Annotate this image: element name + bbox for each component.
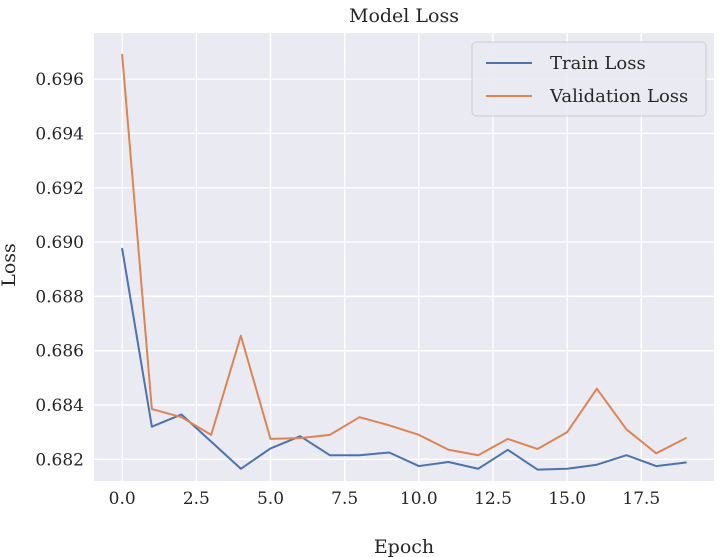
legend-label-validation-loss: Validation Loss (549, 86, 688, 107)
y-tick-label: 0.690 (35, 233, 84, 253)
y-tick-label: 0.686 (35, 342, 84, 362)
y-tick-label: 0.684 (35, 396, 84, 416)
x-tick-label: 5.0 (257, 489, 284, 509)
x-tick-label: 0.0 (109, 489, 136, 509)
y-tick-label: 0.692 (35, 179, 84, 199)
y-tick-label: 0.696 (35, 70, 84, 90)
x-tick-label: 12.5 (474, 489, 512, 509)
series-line-validation-loss (121, 53, 687, 457)
x-tick-label: 2.5 (183, 489, 210, 509)
legend: Train Loss Validation Loss (471, 41, 707, 117)
tick-labels: 0.0 2.5 5.0 7.5 10.0 12.5 15.0 17.5 0.682 0.684 0.… (35, 70, 660, 509)
x-tick-label: 17.5 (622, 489, 660, 509)
y-tick-label: 0.688 (35, 287, 84, 307)
x-tick-label: 15.0 (548, 489, 586, 509)
legend-label-train-loss: Train Loss (550, 53, 646, 74)
series-lines (121, 53, 687, 471)
x-tick-label: 7.5 (331, 489, 358, 509)
x-axis-label: Epoch (374, 536, 434, 557)
y-tick-label: 0.694 (35, 124, 84, 144)
chart-title: Model Loss (349, 5, 459, 27)
y-tick-label: 0.682 (35, 450, 84, 470)
y-axis-label: Loss (0, 243, 20, 287)
x-tick-label: 10.0 (400, 489, 438, 509)
legend-box (471, 41, 707, 117)
series-line-train-loss (121, 247, 687, 471)
